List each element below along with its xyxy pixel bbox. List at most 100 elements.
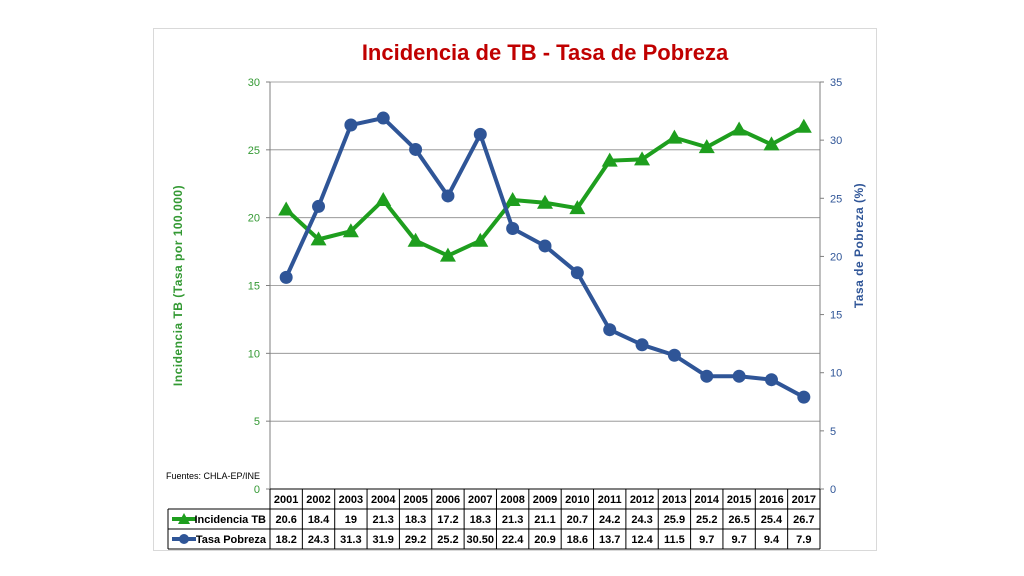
right-tick-label: 10 <box>830 368 842 380</box>
x-tick-label: 2014 <box>695 494 720 506</box>
series-1-point <box>473 127 487 141</box>
data-label-1: 25.2 <box>437 534 458 546</box>
data-label-1: 11.5 <box>664 534 685 546</box>
series-0-point <box>731 121 748 136</box>
chart-title: Incidencia de TB - Tasa de Pobreza <box>362 40 729 65</box>
data-label-0: 26.7 <box>793 514 814 526</box>
data-label-1: 9.7 <box>699 534 714 546</box>
left-tick-label: 15 <box>248 281 260 293</box>
series-1-point <box>506 222 520 236</box>
series-0-point <box>342 223 359 238</box>
chart-svg: Incidencia de TB - Tasa de Pobreza 0 5 10 1… <box>166 40 866 550</box>
data-label-0: 24.2 <box>599 514 620 526</box>
right-tick-label: 35 <box>830 77 842 89</box>
source-note: Fuentes: CHLA-EP/INE <box>166 471 260 481</box>
legend-key-marker-1 <box>179 534 189 544</box>
series-1-point <box>376 111 390 125</box>
series-0-point <box>439 247 456 262</box>
data-label-0: 21.3 <box>373 514 394 526</box>
right-tick-label: 0 <box>830 484 836 496</box>
left-axis-title: Incidencia TB (Tasa por 100.000) <box>171 185 185 386</box>
data-label-0: 20.7 <box>567 514 588 526</box>
data-label-1: 9.7 <box>731 534 746 546</box>
x-tick-label: 2007 <box>468 494 492 506</box>
series-line-1 <box>284 116 805 399</box>
x-tick-label: 2017 <box>792 494 816 506</box>
series-1-point <box>570 266 584 280</box>
data-table: 2001 2002 2003 2004 2005 2006 2007 2008 2009 2010… <box>167 488 821 550</box>
series-1-point <box>797 390 811 404</box>
x-tick-label: 2011 <box>598 494 622 506</box>
left-axis-ticks: 0 5 10 15 20 25 30 <box>248 77 270 496</box>
series-1-point <box>667 348 681 362</box>
series-1-point <box>732 369 746 383</box>
data-label-1: 22.4 <box>502 534 524 546</box>
data-label-0: 26.5 <box>728 514 749 526</box>
data-label-0: 18.3 <box>470 514 491 526</box>
data-label-0: 21.1 <box>534 514 555 526</box>
right-tick-label: 5 <box>830 426 836 438</box>
right-tick-label: 25 <box>830 193 842 205</box>
series-layer <box>278 111 812 404</box>
series-1-point <box>764 373 778 387</box>
data-label-1: 18.2 <box>275 534 296 546</box>
series-1-point <box>312 199 326 213</box>
data-label-0: 18.3 <box>405 514 426 526</box>
series-0-point <box>601 152 618 167</box>
data-label-1: 9.4 <box>764 534 780 546</box>
right-tick-label: 30 <box>830 135 842 147</box>
data-label-1: 31.9 <box>373 534 394 546</box>
legend-entry-0: Incidencia TB <box>194 514 266 526</box>
series-0-point <box>278 201 295 216</box>
left-tick-label: 0 <box>254 484 260 496</box>
data-label-0: 19 <box>345 514 357 526</box>
x-tick-label: 2001 <box>274 494 298 506</box>
left-tick-label: 30 <box>248 77 260 89</box>
left-tick-label: 20 <box>248 213 260 225</box>
x-tick-label: 2006 <box>436 494 460 506</box>
series-line-0 <box>284 125 805 258</box>
right-tick-label: 15 <box>830 310 842 322</box>
x-tick-label: 2013 <box>662 494 686 506</box>
series-0-point <box>407 232 424 247</box>
data-label-0: 25.9 <box>664 514 685 526</box>
right-tick-label: 20 <box>830 251 842 263</box>
data-label-1: 7.9 <box>796 534 811 546</box>
left-tick-label: 25 <box>248 145 260 157</box>
data-label-0: 21.3 <box>502 514 523 526</box>
series-1-point <box>409 142 423 156</box>
x-tick-label: 2004 <box>371 494 396 506</box>
series-1-point <box>279 270 293 284</box>
series-0-point <box>472 232 489 247</box>
data-label-1: 20.9 <box>534 534 555 546</box>
x-tick-label: 2009 <box>533 494 557 506</box>
x-tick-label: 2012 <box>630 494 654 506</box>
grid <box>270 81 820 422</box>
data-label-1: 29.2 <box>405 534 426 546</box>
legend-entry-1: Tasa Pobreza <box>196 534 267 546</box>
series-0-point <box>666 129 683 144</box>
x-tick-label: 2016 <box>759 494 783 506</box>
series-0-point <box>375 192 392 207</box>
chart-frame: Incidencia de TB - Tasa de Pobreza 0 5 10 1… <box>153 28 877 551</box>
left-tick-label: 10 <box>248 348 260 360</box>
series-1-point <box>603 323 617 337</box>
x-tick-label: 2002 <box>306 494 330 506</box>
series-0-point <box>504 192 521 207</box>
data-label-0: 17.2 <box>437 514 458 526</box>
data-label-0: 25.4 <box>761 514 783 526</box>
x-tick-label: 2010 <box>565 494 589 506</box>
data-label-1: 12.4 <box>631 534 653 546</box>
data-label-1: 24.3 <box>308 534 329 546</box>
series-1-point <box>700 369 714 383</box>
series-0-point <box>795 118 812 133</box>
legend-key-marker-0 <box>178 513 190 524</box>
x-tick-label: 2008 <box>500 494 524 506</box>
series-0-point <box>634 151 651 166</box>
right-axis-ticks: 0 5 10 15 20 25 30 35 <box>820 77 842 496</box>
data-label-1: 13.7 <box>599 534 620 546</box>
right-axis-title: Tasa de Pobreza (%) <box>852 183 866 308</box>
series-1-point <box>538 239 552 253</box>
x-tick-label: 2015 <box>727 494 751 506</box>
data-label-1: 31.3 <box>340 534 361 546</box>
